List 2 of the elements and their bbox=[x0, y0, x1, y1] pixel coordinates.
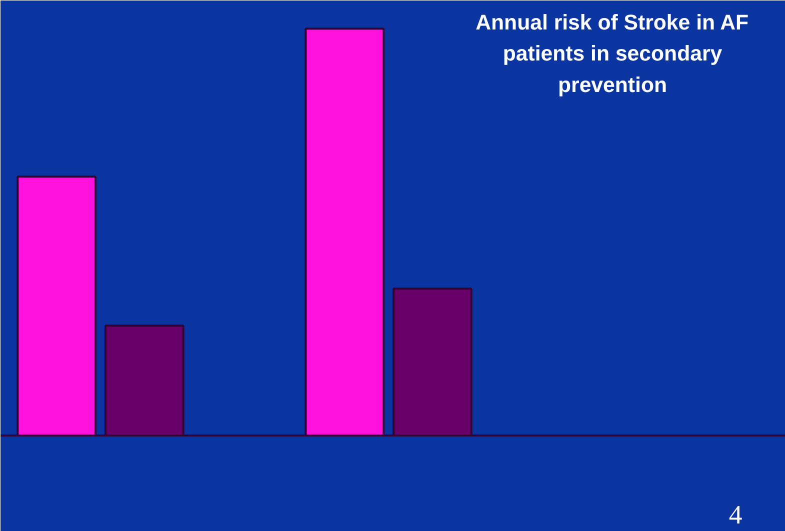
text: 4 bbox=[728, 500, 742, 530]
text: Annual risk of Stroke in AF patients in secondary prevention bbox=[476, 10, 749, 97]
